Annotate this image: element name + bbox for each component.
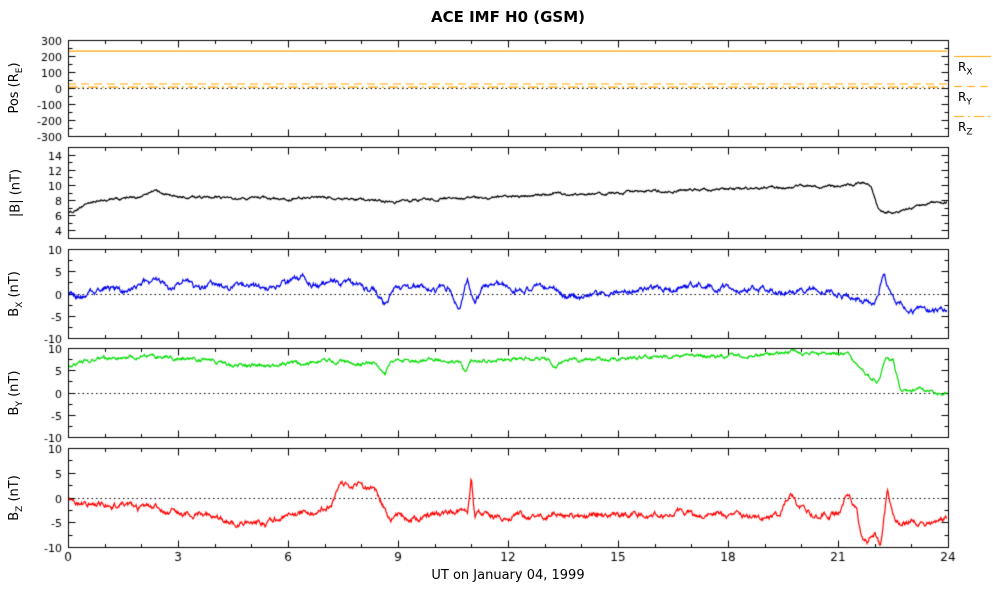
legend-label-r-z: RZ [958,120,973,138]
chart-title: ACE IMF H0 (GSM) [430,8,586,26]
y-axis-label-1: |B| (nT) [8,168,24,217]
legend-label-r-x: RX [958,60,973,78]
y-axis-label-4: BZ (nT) [7,474,25,521]
y-axis-label-0: Pos (RE) [7,62,25,114]
legend-label-r-y: RY [958,90,972,108]
y-axis-label-3: BY (nT) [7,370,25,415]
y-axis-label-2: BX (nT) [7,270,25,317]
x-axis-label: UT on January 04, 1999 [431,568,585,583]
